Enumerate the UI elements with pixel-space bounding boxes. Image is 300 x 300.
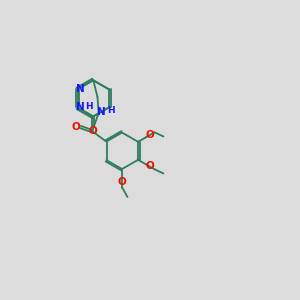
- Text: N: N: [76, 84, 85, 94]
- Text: O: O: [118, 177, 127, 187]
- Text: H: H: [107, 106, 115, 115]
- Text: O: O: [145, 130, 154, 140]
- Text: H: H: [85, 102, 93, 111]
- Text: N: N: [76, 102, 85, 112]
- Text: O: O: [145, 161, 154, 171]
- Text: O: O: [89, 126, 98, 136]
- Text: O: O: [71, 122, 80, 132]
- Text: N: N: [97, 107, 106, 118]
